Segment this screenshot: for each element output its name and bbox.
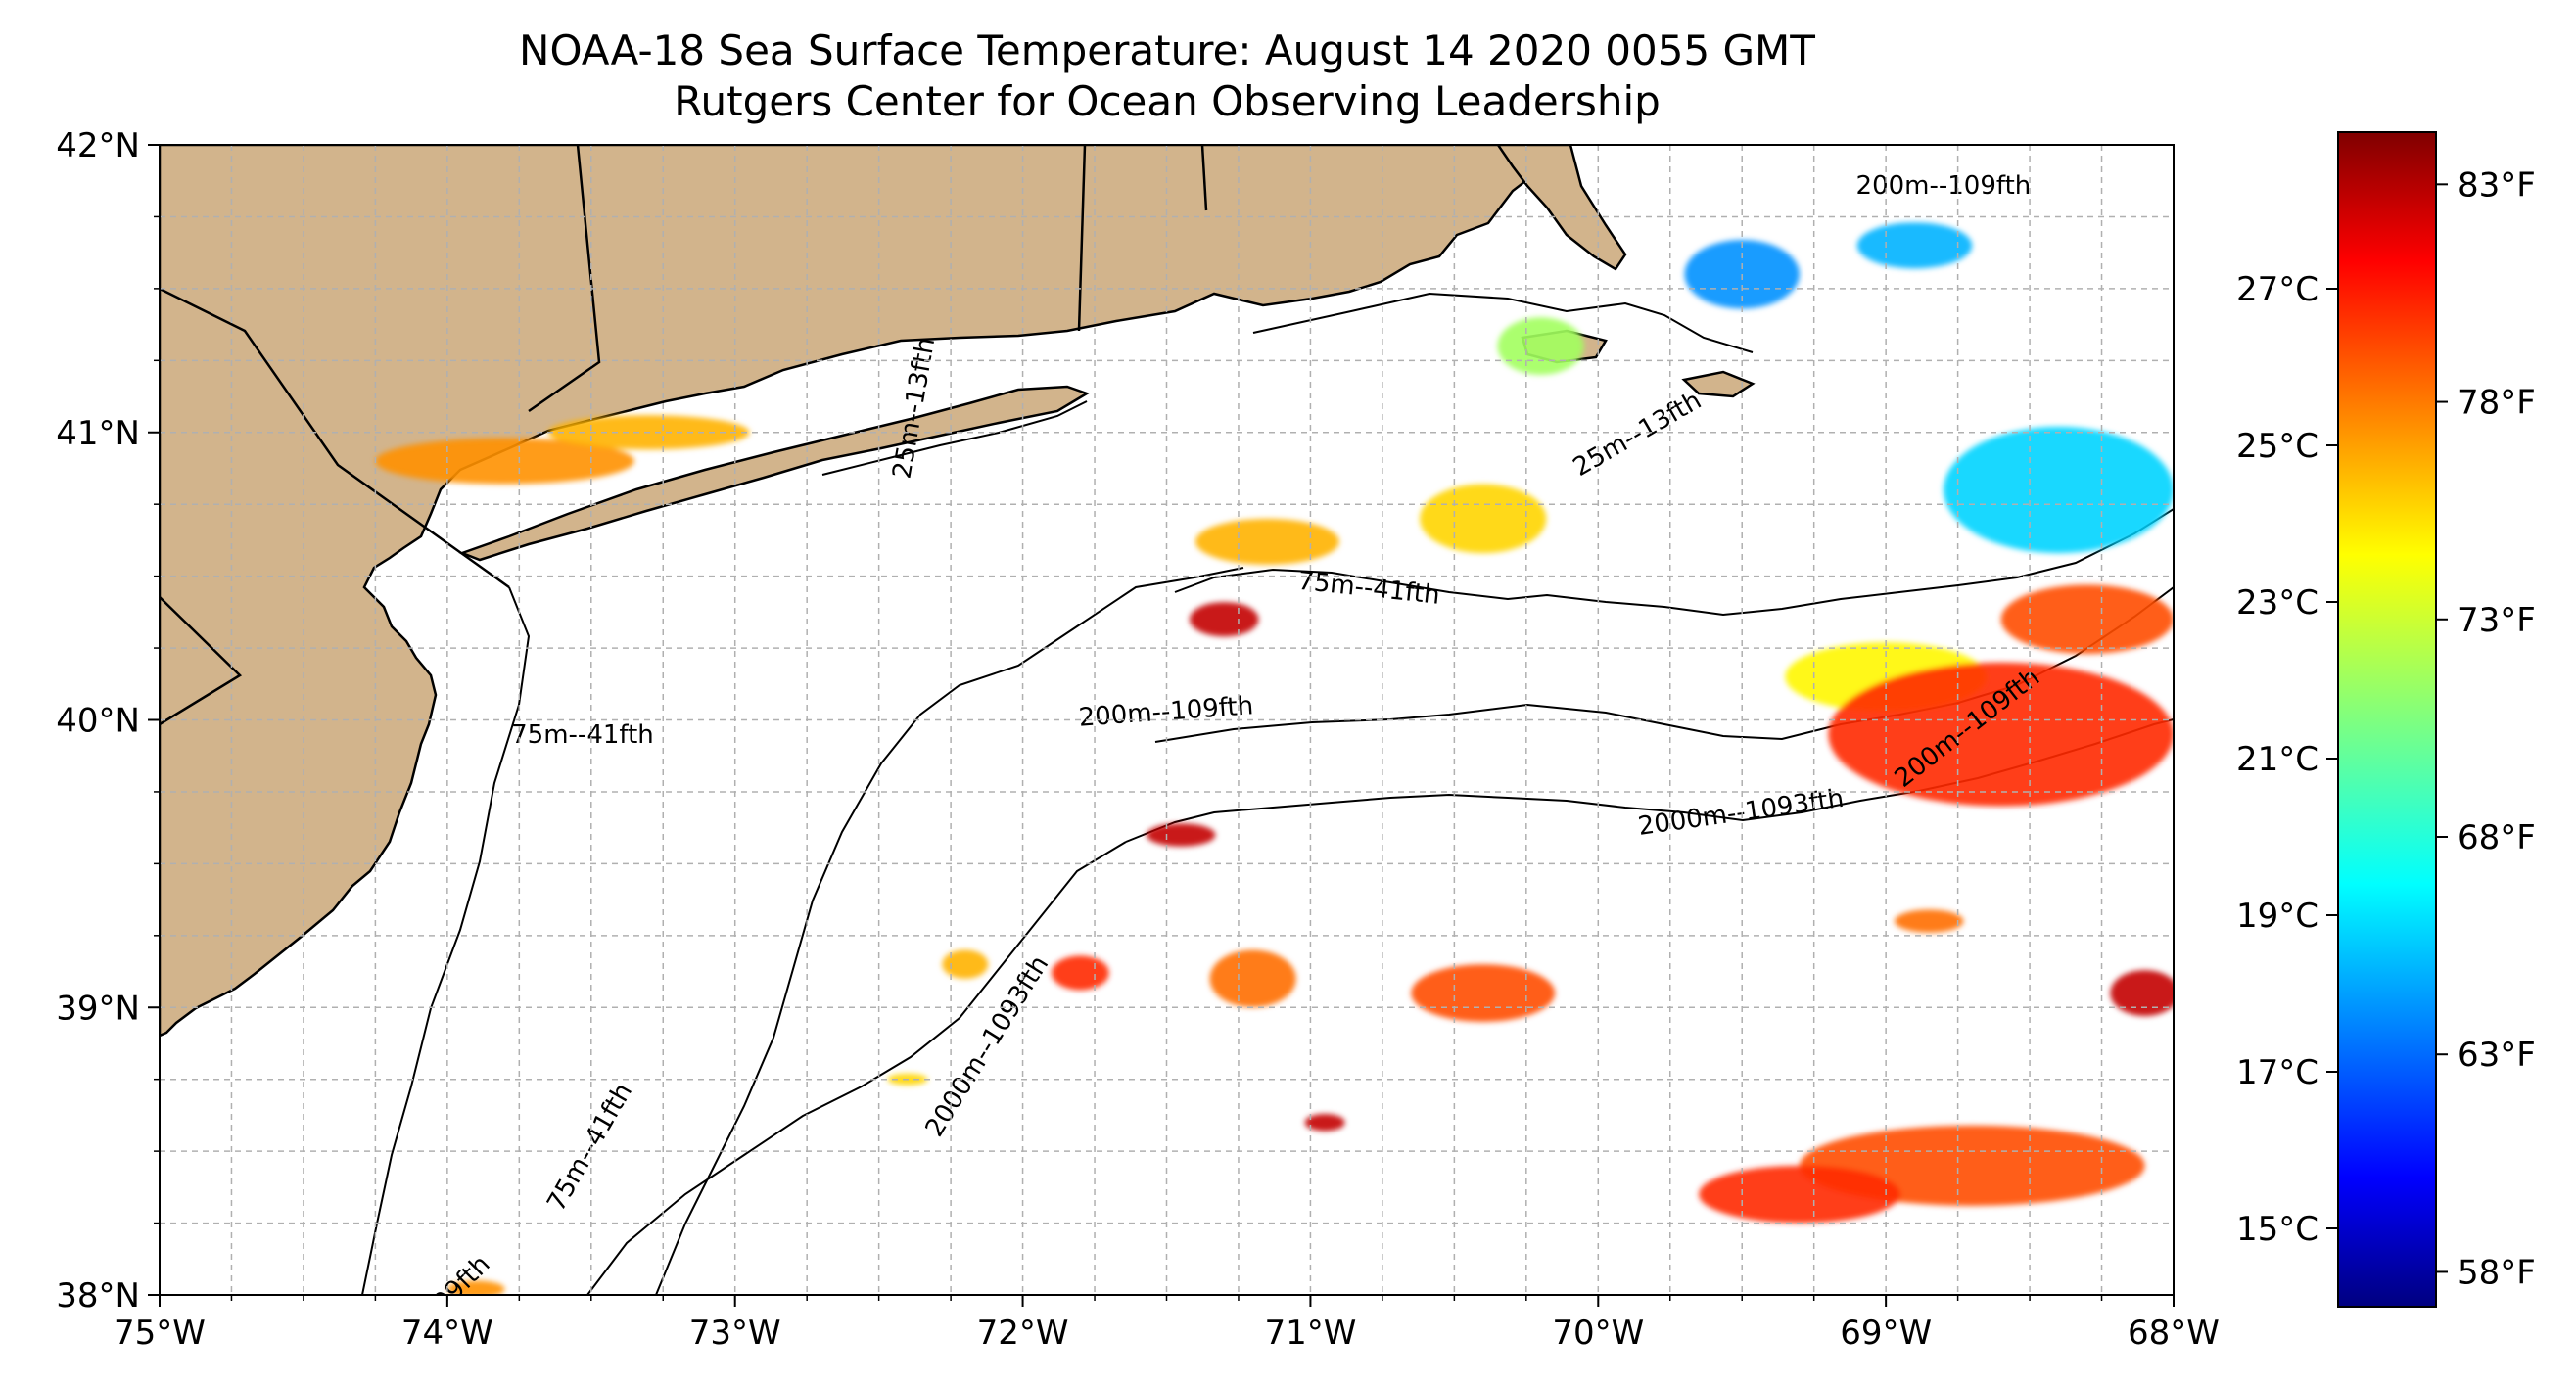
map-axes: 75°W 74°W 73°W 72°W 71°W 70°W 69°W 68°W 42°N 41°N… [56,126,2220,1353]
sst-patch [1943,426,2174,554]
lon-tick-label: 72°W [977,1314,1069,1353]
sst-patch [1856,222,1973,269]
celsius-tick-label: 21°C [2236,740,2318,779]
contour-label: 200m--109fth [1856,171,2032,201]
sst-patch [2000,584,2174,654]
fahrenheit-tick-label: 58°F [2458,1253,2536,1292]
sst-patch [1190,602,1259,637]
lat-tick-label: 40°N [56,702,140,741]
contour-75m-north [1174,508,2174,617]
colorbar-ticks: 15°C 17°C 19°C 21°C 23°C 25°C 27°C 58°F 63°F 68°F… [2236,165,2536,1292]
lat-tick-label: 38°N [56,1276,140,1316]
celsius-tick-label: 19°C [2236,897,2318,936]
graticule-grid [160,145,2174,1295]
sst-patch [1194,518,1339,565]
sst-patch [1051,955,1109,991]
fahrenheit-tick-label: 73°F [2458,601,2536,640]
sst-patch [1209,949,1296,1008]
sst-patch [446,1280,505,1295]
land-nantucket [1681,370,1756,398]
fahrenheit-tick-label: 68°F [2458,818,2536,857]
contour-2000m-south [586,841,1127,1295]
land-cape-cod [1496,145,1627,271]
figure-subtitle: Rutgers Center for Ocean Observing Leade… [674,77,1661,125]
sst-patch [1699,1165,1900,1224]
sst-patch [942,949,989,979]
celsius-tick-label: 27°C [2236,270,2318,309]
figure-title: NOAA-18 Sea Surface Temperature: August … [519,26,1815,74]
lon-tick-label: 74°W [401,1314,493,1353]
contour-75m [361,586,531,1295]
lon-tick-label: 73°W [689,1314,781,1353]
land-mainland [160,145,1572,1038]
celsius-tick-label: 17°C [2236,1053,2318,1092]
lon-tick-label: 71°W [1264,1314,1356,1353]
land-long-island [458,385,1090,562]
celsius-tick-label: 23°C [2236,583,2318,623]
sst-patch [1304,1113,1345,1132]
lat-tick-label: 41°N [56,414,140,453]
contour-label: 75m--41fth [511,720,654,750]
sst-patch [1497,317,1584,375]
lon-tick-label: 70°W [1552,1314,1644,1353]
celsius-tick-label: 25°C [2236,427,2318,466]
sst-patch [1420,484,1547,554]
contour-25m [821,400,1088,476]
lat-tick-label: 39°N [56,989,140,1028]
contour-200m [655,567,1244,1295]
colorbar [2337,131,2437,1308]
lon-tick-label: 69°W [1840,1314,1932,1353]
fahrenheit-tick-label: 78°F [2458,384,2536,423]
sst-patch [2110,970,2174,1017]
lon-tick-label: 75°W [114,1314,206,1353]
celsius-tick-label: 15°C [2236,1210,2318,1249]
fahrenheit-tick-label: 83°F [2458,165,2536,205]
sst-patch [375,438,634,485]
contour-25m-ri [1252,292,1754,353]
lon-tick-label: 68°W [2128,1314,2220,1353]
sst-patch [1411,964,1556,1022]
sst-patch [1146,823,1216,847]
sst-patch [1828,662,2174,807]
sst-patch [1894,909,1964,933]
fahrenheit-tick-label: 63°F [2458,1036,2536,1075]
lat-tick-label: 42°N [56,126,140,165]
